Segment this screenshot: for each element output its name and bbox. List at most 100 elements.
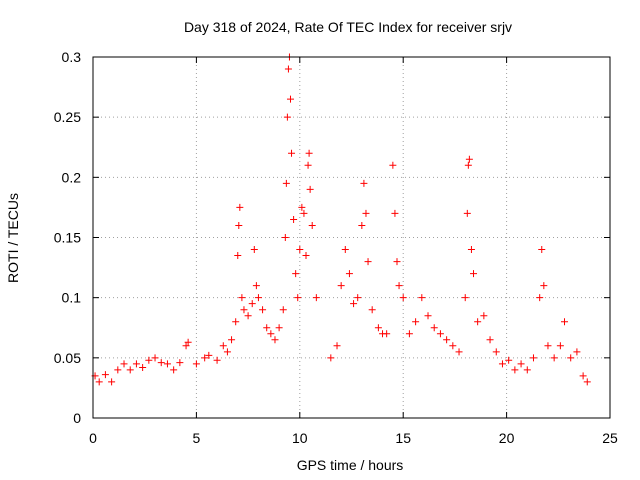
data-point: [282, 179, 290, 187]
axis-ticks: [92, 56, 611, 419]
data-point: [302, 252, 310, 260]
data-point: [286, 95, 294, 103]
y-tick-label: 0.1: [62, 290, 82, 306]
chart-title: Day 318 of 2024, Rate Of TEC Index for r…: [184, 19, 512, 35]
y-tick-label: 0.25: [54, 109, 81, 125]
data-point: [259, 306, 267, 314]
data-point: [550, 354, 558, 362]
data-point: [120, 360, 128, 368]
data-point: [240, 306, 248, 314]
data-point: [383, 330, 391, 338]
x-axis-label: GPS time / hours: [297, 457, 404, 473]
data-point: [362, 209, 370, 217]
data-point: [579, 372, 587, 380]
data-point: [368, 306, 376, 314]
data-point: [470, 270, 478, 278]
data-point: [436, 330, 444, 338]
data-point: [250, 246, 258, 254]
data-point: [517, 360, 525, 368]
x-tick-label: 15: [395, 430, 411, 446]
data-point: [523, 366, 531, 374]
y-tick-label: 0.2: [62, 169, 82, 185]
data-point: [296, 246, 304, 254]
data-point: [464, 161, 472, 169]
data-point: [294, 294, 302, 302]
data-point: [327, 354, 335, 362]
data-point: [467, 246, 475, 254]
data-point: [219, 342, 227, 350]
data-point: [395, 282, 403, 290]
data-point: [298, 203, 306, 211]
data-point: [449, 342, 457, 350]
data-point: [486, 336, 494, 344]
data-point: [95, 378, 103, 386]
x-tick-label: 25: [602, 430, 618, 446]
data-point: [290, 215, 298, 223]
y-tick-label: 0.15: [54, 230, 81, 246]
data-point: [461, 294, 469, 302]
data-point: [463, 209, 471, 217]
data-point: [279, 306, 287, 314]
data-point: [238, 294, 246, 302]
data-point: [232, 318, 240, 326]
data-point: [306, 185, 314, 193]
x-tick-label: 10: [292, 430, 308, 446]
data-point: [424, 312, 432, 320]
data-point: [350, 300, 358, 308]
data-point: [157, 359, 165, 367]
data-point: [561, 318, 569, 326]
data-point: [341, 246, 349, 254]
data-point: [308, 221, 316, 229]
data-point: [492, 348, 500, 356]
y-tick-label: 0.3: [62, 49, 82, 65]
data-point: [284, 65, 292, 73]
y-axis-label: ROTI / TECUs: [5, 193, 21, 283]
data-point: [573, 348, 581, 356]
data-point: [201, 354, 209, 362]
data-point: [292, 270, 300, 278]
data-point: [544, 342, 552, 350]
data-point: [126, 366, 134, 374]
data-point: [235, 221, 243, 229]
data-point: [300, 209, 308, 217]
data-point: [465, 155, 473, 163]
data-point: [529, 354, 537, 362]
data-point: [418, 294, 426, 302]
data-point: [236, 203, 244, 211]
data-point: [223, 348, 231, 356]
data-point: [283, 113, 291, 121]
data-point: [205, 351, 213, 359]
data-point: [480, 312, 488, 320]
data-point: [252, 282, 260, 290]
data-point: [540, 282, 548, 290]
data-point: [305, 149, 313, 157]
data-point: [374, 324, 382, 332]
data-point: [108, 378, 116, 386]
data-point: [170, 366, 178, 374]
data-point: [360, 179, 368, 187]
data-point: [139, 363, 147, 371]
data-point: [505, 356, 513, 364]
data-point: [389, 161, 397, 169]
data-point: [474, 318, 482, 326]
data-point: [145, 356, 153, 364]
data-point: [583, 378, 591, 386]
data-point: [412, 318, 420, 326]
grid-lines: [93, 57, 610, 418]
data-point: [267, 330, 275, 338]
data-point: [182, 342, 190, 350]
x-tick-label: 20: [499, 430, 515, 446]
data-point: [275, 324, 283, 332]
data-point: [228, 336, 236, 344]
data-point: [192, 360, 200, 368]
data-point: [132, 360, 140, 368]
data-point: [244, 312, 252, 320]
y-tick-label: 0.05: [54, 350, 81, 366]
data-point: [556, 342, 564, 350]
data-point: [184, 338, 192, 346]
data-point: [234, 252, 242, 260]
data-point: [364, 258, 372, 266]
data-point: [288, 149, 296, 157]
data-point: [498, 360, 506, 368]
data-point: [430, 324, 438, 332]
